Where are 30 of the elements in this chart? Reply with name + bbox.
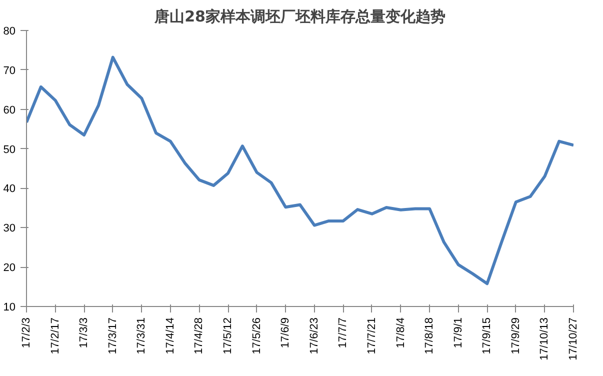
chart-title: 唐山28家样本调坯厂坯料库存总量变化趋势 <box>154 8 446 26</box>
x-tick-label: 17/4/28 <box>193 318 206 354</box>
x-tick-label: 17/9/1 <box>452 317 464 348</box>
x-tick-label: 17/4/14 <box>164 318 176 354</box>
x-tick-label: 17/5/12 <box>222 318 234 354</box>
y-tick-label: 60 <box>3 104 16 116</box>
x-tick-label: 17/9/29 <box>510 318 522 354</box>
y-tick-label: 30 <box>3 222 16 235</box>
x-tick-label: 17/2/3 <box>20 317 32 348</box>
x-tick-label: 17/7/7 <box>337 317 350 348</box>
x-tick-label: 17/5/26 <box>250 318 263 354</box>
y-tick-label: 40 <box>3 183 16 196</box>
x-tick-label: 17/3/3 <box>78 317 90 348</box>
x-tick-label: 17/10/13 <box>538 317 551 360</box>
x-tick-label: 17/3/31 <box>136 318 148 354</box>
x-tick-label: 17/10/27 <box>568 317 580 360</box>
x-tick-label: 17/2/17 <box>49 318 62 354</box>
x-tick-label: 17/8/18 <box>424 318 436 354</box>
line-series <box>26 56 574 286</box>
x-tick-label: 17/6/23 <box>308 318 320 354</box>
y-tick-label: 20 <box>3 262 16 274</box>
x-tick-label: 17/7/21 <box>366 318 378 354</box>
x-tick-label: 17/3/17 <box>106 318 119 354</box>
y-tick-label: 10 <box>3 302 16 314</box>
x-tick-label: 17/6/9 <box>280 317 292 348</box>
y-tick-label: 80 <box>3 26 16 38</box>
y-tick-label: 50 <box>3 144 16 156</box>
x-tick-label: 17/8/4 <box>394 317 407 348</box>
x-tick-label: 17/9/15 <box>481 318 494 354</box>
y-tick-label: 70 <box>3 64 16 77</box>
